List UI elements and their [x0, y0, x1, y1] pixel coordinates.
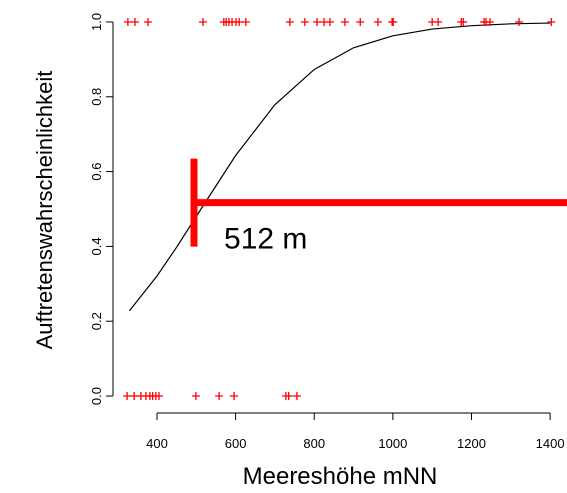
point [325, 17, 334, 26]
point [198, 17, 207, 26]
threshold-label: 512 m [224, 223, 307, 256]
y-tick-label: 0.4 [89, 237, 104, 255]
x-tick-label: 600 [225, 436, 247, 451]
y-tick-label: 1.0 [89, 13, 104, 31]
fitted-curve [128, 22, 551, 312]
point [312, 17, 321, 26]
point [300, 17, 309, 26]
y-tick-label: 0.2 [89, 312, 104, 330]
point [130, 17, 139, 26]
y-tick-label: 0.0 [89, 387, 104, 405]
x-tick-label: 400 [146, 436, 168, 451]
point [292, 392, 301, 401]
point [459, 17, 468, 26]
point [123, 17, 132, 26]
x-tick-label: 800 [303, 436, 325, 451]
x-tick-label: 1000 [378, 436, 407, 451]
point [389, 17, 398, 26]
point [143, 17, 152, 26]
point [285, 17, 294, 26]
x-axis-label: Meereshöhe mNN [243, 463, 438, 490]
point [284, 392, 293, 401]
y-tick-label: 0.6 [89, 163, 104, 181]
y-tick-label: 0.8 [89, 88, 104, 106]
point [235, 17, 244, 26]
point [340, 17, 349, 26]
point [434, 17, 443, 26]
point [191, 392, 200, 401]
y-axis-label: Auftretenswahrscheinlichkeit [32, 71, 57, 350]
x-tick-label: 1200 [457, 436, 486, 451]
point [230, 392, 239, 401]
point [215, 392, 224, 401]
point [154, 392, 163, 401]
point [130, 392, 139, 401]
point [547, 17, 556, 26]
point [515, 17, 524, 26]
point [485, 17, 494, 26]
point [123, 392, 132, 401]
point [373, 17, 382, 26]
x-tick-label: 1400 [536, 436, 565, 451]
point [241, 17, 250, 26]
point [356, 17, 365, 26]
